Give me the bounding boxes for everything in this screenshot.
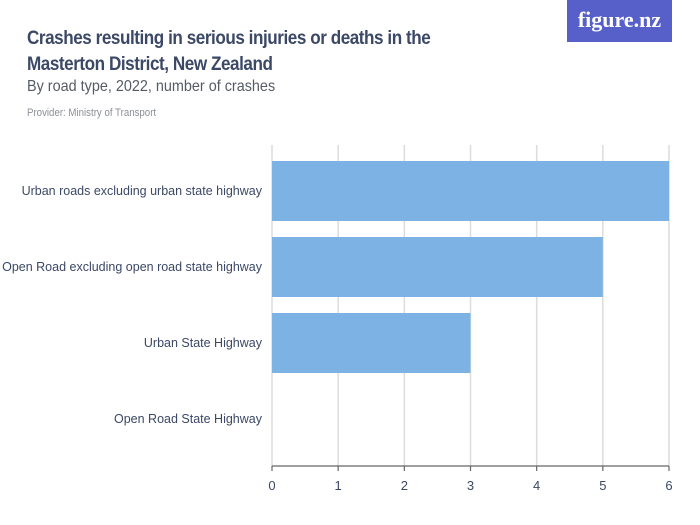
figure-nz-logo[interactable]: figure.nz	[567, 0, 672, 42]
x-tick-label: 4	[533, 478, 540, 493]
provider: Provider: Ministry of Transport	[27, 107, 157, 119]
bar	[272, 237, 603, 297]
category-label: Open Road excluding open road state high…	[2, 260, 263, 274]
category-label: Urban State Highway	[144, 336, 263, 350]
x-tick-label: 1	[335, 478, 342, 493]
chart-subtitle: By road type, 2022, number of crashes	[27, 78, 276, 95]
x-tick-label: 0	[268, 478, 275, 493]
x-tick-label: 2	[401, 478, 408, 493]
chart-title: Crashes resulting in serious injuries or…	[27, 28, 431, 75]
bar	[272, 313, 471, 373]
x-tick-label: 3	[467, 478, 474, 493]
x-tick-label: 6	[665, 478, 672, 493]
x-tick-label: 5	[599, 478, 606, 493]
bar	[272, 161, 669, 221]
category-label: Urban roads excluding urban state highwa…	[22, 184, 263, 198]
category-label: Open Road State Highway	[114, 412, 263, 426]
